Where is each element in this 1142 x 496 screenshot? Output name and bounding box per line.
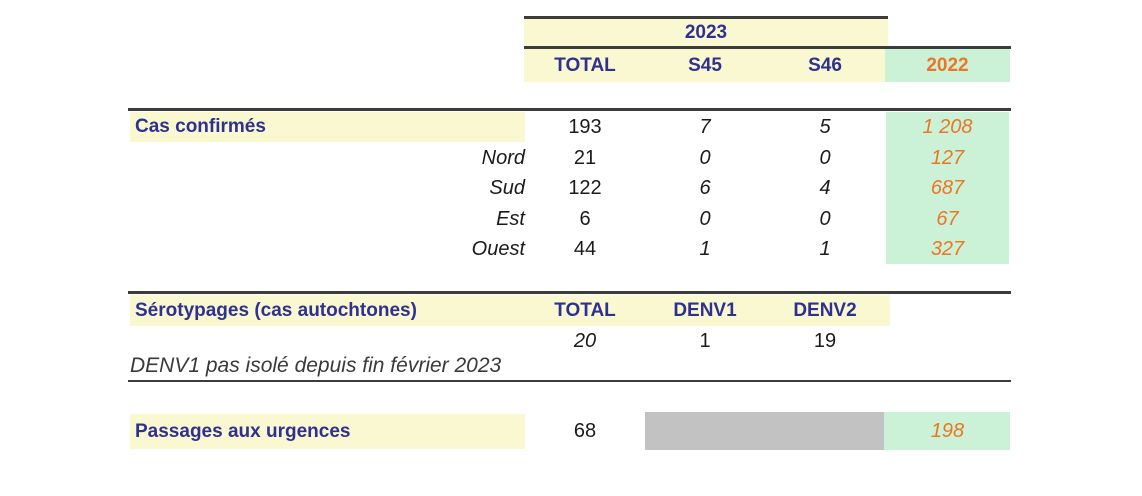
rule-below-note <box>128 380 1011 382</box>
header-2022-green-bg <box>885 49 1010 82</box>
region-est-2022: 67 <box>936 207 959 230</box>
region-est-s46: 0 <box>819 207 831 230</box>
serotypes-col-denv1: DENV1 <box>673 299 737 321</box>
col-header-2022: 2022 <box>926 54 969 76</box>
region-sud-s46: 4 <box>819 176 831 199</box>
emergency-2022-bg <box>884 412 1010 450</box>
region-nord-2022: 127 <box>930 146 965 169</box>
region-ouest-2022: 327 <box>930 237 965 260</box>
rule-below-year-group <box>524 46 1011 49</box>
region-nord-s46: 0 <box>819 146 831 169</box>
confirmed-2022: 1 208 <box>922 115 973 138</box>
region-ouest-s46: 1 <box>819 237 831 260</box>
confirmed-s46: 5 <box>819 115 831 138</box>
emergency-2022: 198 <box>930 419 965 442</box>
region-label-sud: Sud <box>489 176 525 199</box>
serotypes-header-bg <box>130 295 890 326</box>
emergency-label-bg <box>130 414 525 449</box>
serotypes-total-value: 20 <box>573 330 597 352</box>
serotypes-denv2-value: 19 <box>813 330 837 352</box>
serotypes-col-denv2: DENV2 <box>793 299 857 321</box>
emergency-total: 68 <box>573 420 597 442</box>
confirmed-s45: 7 <box>699 115 711 138</box>
region-label-est: Est <box>496 207 525 230</box>
confirmed-total: 193 <box>568 115 602 138</box>
header-row-yellow-bg <box>524 49 885 82</box>
column-2022-green-bg <box>886 112 1009 264</box>
region-ouest-total: 44 <box>573 237 597 260</box>
col-header-s46: S46 <box>808 54 842 76</box>
rule-above-confirmed <box>128 108 1011 111</box>
confirmed-label: Cas confirmés <box>135 116 266 137</box>
rule-above-year-group <box>524 16 888 19</box>
region-est-s45: 0 <box>699 207 711 230</box>
emergency-label: Passages aux urgences <box>135 420 351 442</box>
region-ouest-s45: 1 <box>699 237 711 260</box>
rule-above-serotypes <box>128 291 1011 294</box>
emergency-empty-cell <box>645 412 884 450</box>
region-est-total: 6 <box>579 207 591 230</box>
region-label-ouest: Ouest <box>471 237 525 260</box>
region-nord-s45: 0 <box>699 146 711 169</box>
region-sud-s45: 6 <box>699 176 711 199</box>
col-header-total: TOTAL <box>554 54 616 76</box>
confirmed-label-bg <box>130 112 525 142</box>
region-label-nord: Nord <box>481 146 525 169</box>
serotypes-label: Sérotypages (cas autochtones) <box>135 299 417 321</box>
serotypes-denv1-value: 1 <box>699 330 711 352</box>
col-header-s45: S45 <box>688 54 722 76</box>
region-nord-total: 21 <box>573 146 597 169</box>
year-group-bg <box>524 19 888 47</box>
serotypes-note: DENV1 pas isolé depuis fin février 2023 <box>130 354 502 377</box>
year-group-2023: 2023 <box>684 22 728 43</box>
serotypes-col-total: TOTAL <box>554 299 616 321</box>
region-sud-2022: 687 <box>930 176 965 199</box>
region-sud-total: 122 <box>568 176 602 199</box>
